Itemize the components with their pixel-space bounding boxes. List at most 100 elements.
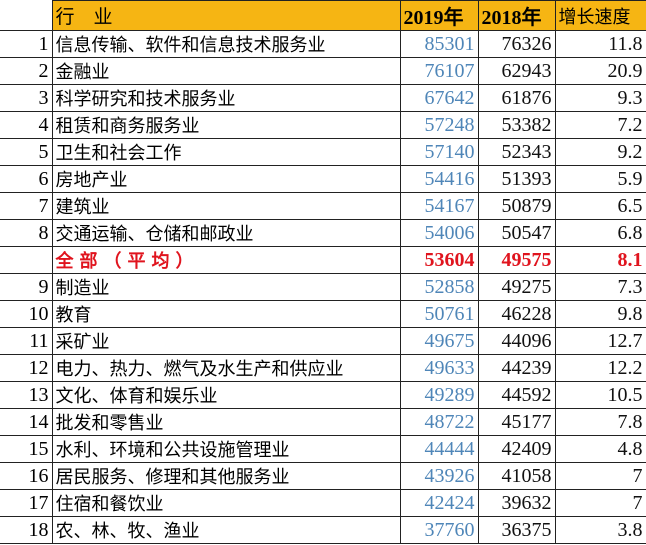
growth-rate: 6.8 bbox=[554, 219, 646, 247]
value-2018: 61876 bbox=[477, 84, 556, 112]
row-index: 8 bbox=[0, 219, 53, 247]
growth-rate: 9.3 bbox=[554, 84, 646, 112]
row-index: 16 bbox=[0, 462, 53, 490]
growth-rate: 7.2 bbox=[554, 111, 646, 139]
industry-name: 教育 bbox=[51, 300, 401, 328]
industry-name: 文化、体育和娱乐业 bbox=[51, 381, 401, 409]
growth-rate: 6.5 bbox=[554, 192, 646, 220]
value-2019: 76107 bbox=[399, 57, 479, 85]
growth-rate: 8.1 bbox=[554, 246, 646, 274]
growth-rate: 9.8 bbox=[554, 300, 646, 328]
value-2018: 62943 bbox=[477, 57, 556, 85]
table-row: 7 建筑业 54167 50879 6.5 bbox=[0, 192, 646, 220]
industry-name: 批发和零售业 bbox=[51, 408, 401, 436]
growth-rate: 9.2 bbox=[554, 138, 646, 166]
row-index: 1 bbox=[0, 30, 53, 58]
row-index: 15 bbox=[0, 435, 53, 463]
growth-rate: 20.9 bbox=[554, 57, 646, 85]
value-2019: 43926 bbox=[399, 462, 479, 490]
growth-rate: 12.2 bbox=[554, 354, 646, 382]
table-row: 11 采矿业 49675 44096 12.7 bbox=[0, 327, 646, 355]
growth-rate: 3.8 bbox=[554, 516, 646, 544]
header-growth: 增长速度 bbox=[554, 0, 646, 31]
industry-name: 科学研究和技术服务业 bbox=[51, 84, 401, 112]
industry-name: 交通运输、仓储和邮政业 bbox=[51, 219, 401, 247]
value-2018: 41058 bbox=[477, 462, 556, 490]
growth-rate: 5.9 bbox=[554, 165, 646, 193]
growth-rate: 10.5 bbox=[554, 381, 646, 409]
value-2019: 37760 bbox=[399, 516, 479, 544]
growth-rate: 12.7 bbox=[554, 327, 646, 355]
value-2018: 51393 bbox=[477, 165, 556, 193]
row-index: 9 bbox=[0, 273, 53, 301]
table-row: 2 金融业 76107 62943 20.9 bbox=[0, 57, 646, 85]
value-2019: 54416 bbox=[399, 165, 479, 193]
value-2019: 53604 bbox=[399, 246, 479, 274]
industry-name: 农、林、牧、渔业 bbox=[51, 516, 401, 544]
table-row: 17 住宿和餐饮业 42424 39632 7 bbox=[0, 489, 646, 517]
row-index: 14 bbox=[0, 408, 53, 436]
growth-rate: 7.3 bbox=[554, 273, 646, 301]
table-row: 5 卫生和社会工作 57140 52343 9.2 bbox=[0, 138, 646, 166]
growth-rate: 11.8 bbox=[554, 30, 646, 58]
table-row: 10 教育 50761 46228 9.8 bbox=[0, 300, 646, 328]
row-index: 5 bbox=[0, 138, 53, 166]
header-2018: 2018年 bbox=[477, 0, 556, 31]
value-2018: 39632 bbox=[477, 489, 556, 517]
row-index bbox=[0, 246, 53, 274]
industry-name: 全部（平均） bbox=[51, 246, 401, 274]
table-row: 8 交通运输、仓储和邮政业 54006 50547 6.8 bbox=[0, 219, 646, 247]
value-2018: 44592 bbox=[477, 381, 556, 409]
value-2018: 44239 bbox=[477, 354, 556, 382]
value-2019: 50761 bbox=[399, 300, 479, 328]
value-2019: 44444 bbox=[399, 435, 479, 463]
average-row: 全部（平均） 53604 49575 8.1 bbox=[0, 246, 646, 274]
industry-name: 采矿业 bbox=[51, 327, 401, 355]
industry-name: 居民服务、修理和其他服务业 bbox=[51, 462, 401, 490]
industry-name: 房地产业 bbox=[51, 165, 401, 193]
industry-name: 信息传输、软件和信息技术服务业 bbox=[51, 30, 401, 58]
value-2018: 45177 bbox=[477, 408, 556, 436]
value-2019: 48722 bbox=[399, 408, 479, 436]
value-2018: 50879 bbox=[477, 192, 556, 220]
industry-name: 住宿和餐饮业 bbox=[51, 489, 401, 517]
row-index: 13 bbox=[0, 381, 53, 409]
table-row: 4 租赁和商务服务业 57248 53382 7.2 bbox=[0, 111, 646, 139]
table-row: 1 信息传输、软件和信息技术服务业 85301 76326 11.8 bbox=[0, 30, 646, 58]
growth-rate: 7.8 bbox=[554, 408, 646, 436]
value-2018: 50547 bbox=[477, 219, 556, 247]
table-row: 14 批发和零售业 48722 45177 7.8 bbox=[0, 408, 646, 436]
industry-name: 电力、热力、燃气及水生产和供应业 bbox=[51, 354, 401, 382]
value-2018: 52343 bbox=[477, 138, 556, 166]
table-row: 9 制造业 52858 49275 7.3 bbox=[0, 273, 646, 301]
value-2019: 57140 bbox=[399, 138, 479, 166]
industry-name: 建筑业 bbox=[51, 192, 401, 220]
table-row: 12 电力、热力、燃气及水生产和供应业 49633 44239 12.2 bbox=[0, 354, 646, 382]
table-row: 16 居民服务、修理和其他服务业 43926 41058 7 bbox=[0, 462, 646, 490]
growth-rate: 4.8 bbox=[554, 435, 646, 463]
value-2018: 42409 bbox=[477, 435, 556, 463]
row-index: 12 bbox=[0, 354, 53, 382]
header-industry: 行 业 bbox=[51, 0, 401, 31]
value-2018: 36375 bbox=[477, 516, 556, 544]
growth-rate: 7 bbox=[554, 462, 646, 490]
row-index: 6 bbox=[0, 165, 53, 193]
header-index bbox=[0, 0, 53, 31]
value-2018: 46228 bbox=[477, 300, 556, 328]
table-row: 13 文化、体育和娱乐业 49289 44592 10.5 bbox=[0, 381, 646, 409]
header-2019: 2019年 bbox=[399, 0, 479, 31]
value-2019: 52858 bbox=[399, 273, 479, 301]
value-2019: 54006 bbox=[399, 219, 479, 247]
value-2019: 67642 bbox=[399, 84, 479, 112]
value-2018: 76326 bbox=[477, 30, 556, 58]
table-row: 3 科学研究和技术服务业 67642 61876 9.3 bbox=[0, 84, 646, 112]
industry-name: 租赁和商务服务业 bbox=[51, 111, 401, 139]
value-2019: 49633 bbox=[399, 354, 479, 382]
industry-name: 金融业 bbox=[51, 57, 401, 85]
value-2019: 49289 bbox=[399, 381, 479, 409]
row-index: 7 bbox=[0, 192, 53, 220]
table-row: 15 水利、环境和公共设施管理业 44444 42409 4.8 bbox=[0, 435, 646, 463]
row-index: 2 bbox=[0, 57, 53, 85]
value-2019: 54167 bbox=[399, 192, 479, 220]
